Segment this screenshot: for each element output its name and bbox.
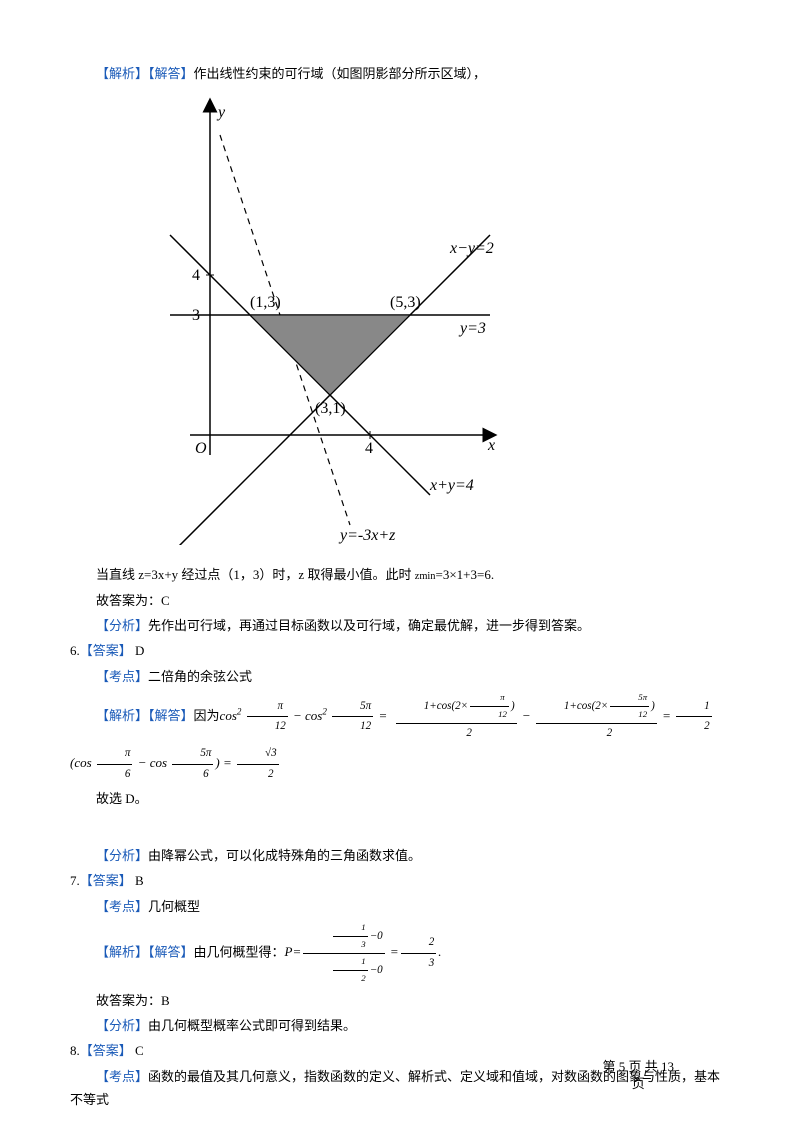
q5-fenxi: 【分析】先作出可行域，再通过目标函数以及可行域，确定最优解，进一步得到答案。 — [70, 614, 724, 637]
q7-kaodian-label: 【考点】 — [96, 899, 148, 914]
footer-mid: 页 共 — [625, 1059, 661, 1074]
q7-analysis: 【解析】【解答】由几何概型得：P=13−012−0 =23. — [70, 920, 724, 987]
footer-line2: 页 — [632, 1076, 645, 1091]
q7-fenxi-text: 由几何概型概率公式即可得到结果。 — [148, 1018, 356, 1033]
q5-conclusion1: 当直线 z=3x+y 经过点（1，3）时，z 取得最小值。此时 zmin=3×1… — [70, 563, 724, 587]
q6-number: 6. — [70, 643, 80, 658]
x-axis-label: x — [487, 437, 495, 454]
q7-kaodian-text: 几何概型 — [148, 899, 200, 914]
line1-label: x−y=2 — [449, 240, 494, 257]
q7-analysis-label: 【解析】 — [96, 944, 148, 959]
q7-answer-label: 【答案】 — [80, 873, 132, 888]
q6-header: 6.【答案】 D — [70, 639, 724, 662]
page-footer: 第 5 页 共 13页 — [602, 1059, 674, 1093]
q6-kaodian-text: 二倍角的余弦公式 — [148, 669, 252, 684]
q7-formula: P=13−012−0 =23. — [285, 944, 442, 959]
line4-label: y=-3x+z — [338, 527, 396, 544]
line2-label: y=3 — [458, 320, 486, 337]
q8-number: 8. — [70, 1043, 80, 1058]
q7-header: 7.【答案】 B — [70, 869, 724, 892]
q6-answer-label: 【答案】 — [80, 643, 132, 658]
q5-analysis-text: 作出线性约束的可行域（如图阴影部分所示区域）， — [194, 66, 487, 81]
q6-fenxi-text: 由降幂公式，可以化成特殊角的三角函数求值。 — [148, 848, 421, 863]
pt1-label: (1,3) — [250, 294, 281, 311]
q8-kaodian-label: 【考点】 — [96, 1069, 148, 1084]
q5-analysis-line: 【解析】【解答】作出线性约束的可行域（如图阴影部分所示区域）， — [70, 62, 724, 85]
q6-answer: D — [132, 643, 145, 658]
origin-label: O — [195, 440, 207, 457]
q8-answer-label: 【答案】 — [80, 1043, 132, 1058]
x-tick4-label: 4 — [365, 440, 373, 457]
q5-answer-line: 故答案为：C — [70, 589, 724, 612]
q7-answer: B — [132, 873, 144, 888]
feasible-region — [250, 315, 410, 395]
y-axis-label: y — [216, 104, 226, 121]
q7-jieda-text: 由几何概型得： — [194, 944, 285, 959]
y-tick3-label: 3 — [192, 307, 200, 324]
q6-fenxi: 【分析】由降幂公式，可以化成特殊角的三角函数求值。 — [70, 844, 724, 867]
q6-kaodian-label: 【考点】 — [96, 669, 148, 684]
pt2-label: (5,3) — [390, 294, 421, 311]
q7-fenxi: 【分析】由几何概型概率公式即可得到结果。 — [70, 1014, 724, 1037]
q5-fenxi-text: 先作出可行域，再通过目标函数以及可行域，确定最优解，进一步得到答案。 — [148, 618, 590, 633]
pt3-label: (3,1) — [315, 400, 346, 417]
q5-conc-prefix: 当直线 z=3x+y 经过点（1，3）时，z 取得最小值。此时 — [96, 567, 415, 582]
q6-analysis-label: 【解析】 — [96, 708, 148, 723]
footer-prefix: 第 — [602, 1059, 618, 1074]
q5-conc-suffix: =3×1+3=6. — [436, 567, 495, 582]
q6-formula-prefix: 因为 — [194, 708, 220, 723]
line3-label: x+y=4 — [429, 477, 474, 494]
q6-fenxi-label: 【分析】 — [96, 848, 148, 863]
q7-number: 7. — [70, 873, 80, 888]
q6-kaodian: 【考点】二倍角的余弦公式 — [70, 665, 724, 688]
q6-conclusion: 故选 D。 — [70, 787, 724, 810]
q6-analysis: 【解析】【解答】因为cos2 π12 − cos2 5π12 = 1+cos(2… — [70, 690, 724, 784]
q7-kaodian: 【考点】几何概型 — [70, 895, 724, 918]
q7-conclusion: 故答案为：B — [70, 989, 724, 1012]
q6-jieda-label: 【解答】 — [148, 708, 194, 723]
q5-conc-sub: zmin — [415, 571, 436, 582]
q7-jieda-label: 【解答】 — [148, 944, 194, 959]
y-tick4-label: 4 — [192, 267, 200, 284]
q5-fenxi-label: 【分析】 — [96, 618, 148, 633]
graph-svg: y x O 4 3 4 (1,3) (5,3) (3,1) x−y=2 y=3 … — [150, 95, 510, 545]
feasible-region-graph: y x O 4 3 4 (1,3) (5,3) (3,1) x−y=2 y=3 … — [150, 95, 724, 552]
q5-jieda-label: 【解答】 — [148, 66, 194, 81]
q5-analysis-label: 【解析】 — [96, 66, 148, 81]
q7-fenxi-label: 【分析】 — [96, 1018, 148, 1033]
q8-answer: C — [132, 1043, 144, 1058]
footer-total: 13 — [661, 1059, 674, 1074]
